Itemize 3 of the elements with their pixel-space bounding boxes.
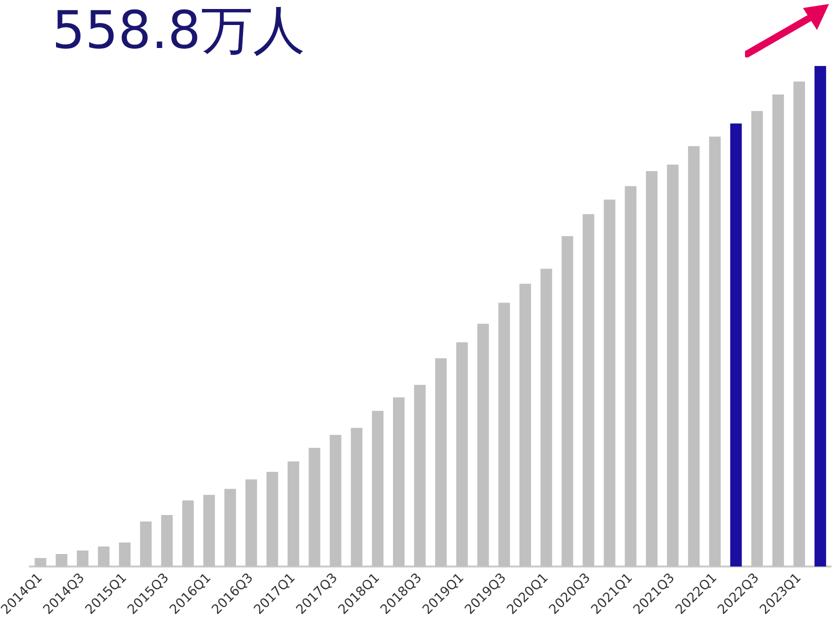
bar [814, 66, 826, 566]
bar [730, 124, 742, 566]
chart-title: 558.8万人 [52, 0, 305, 63]
